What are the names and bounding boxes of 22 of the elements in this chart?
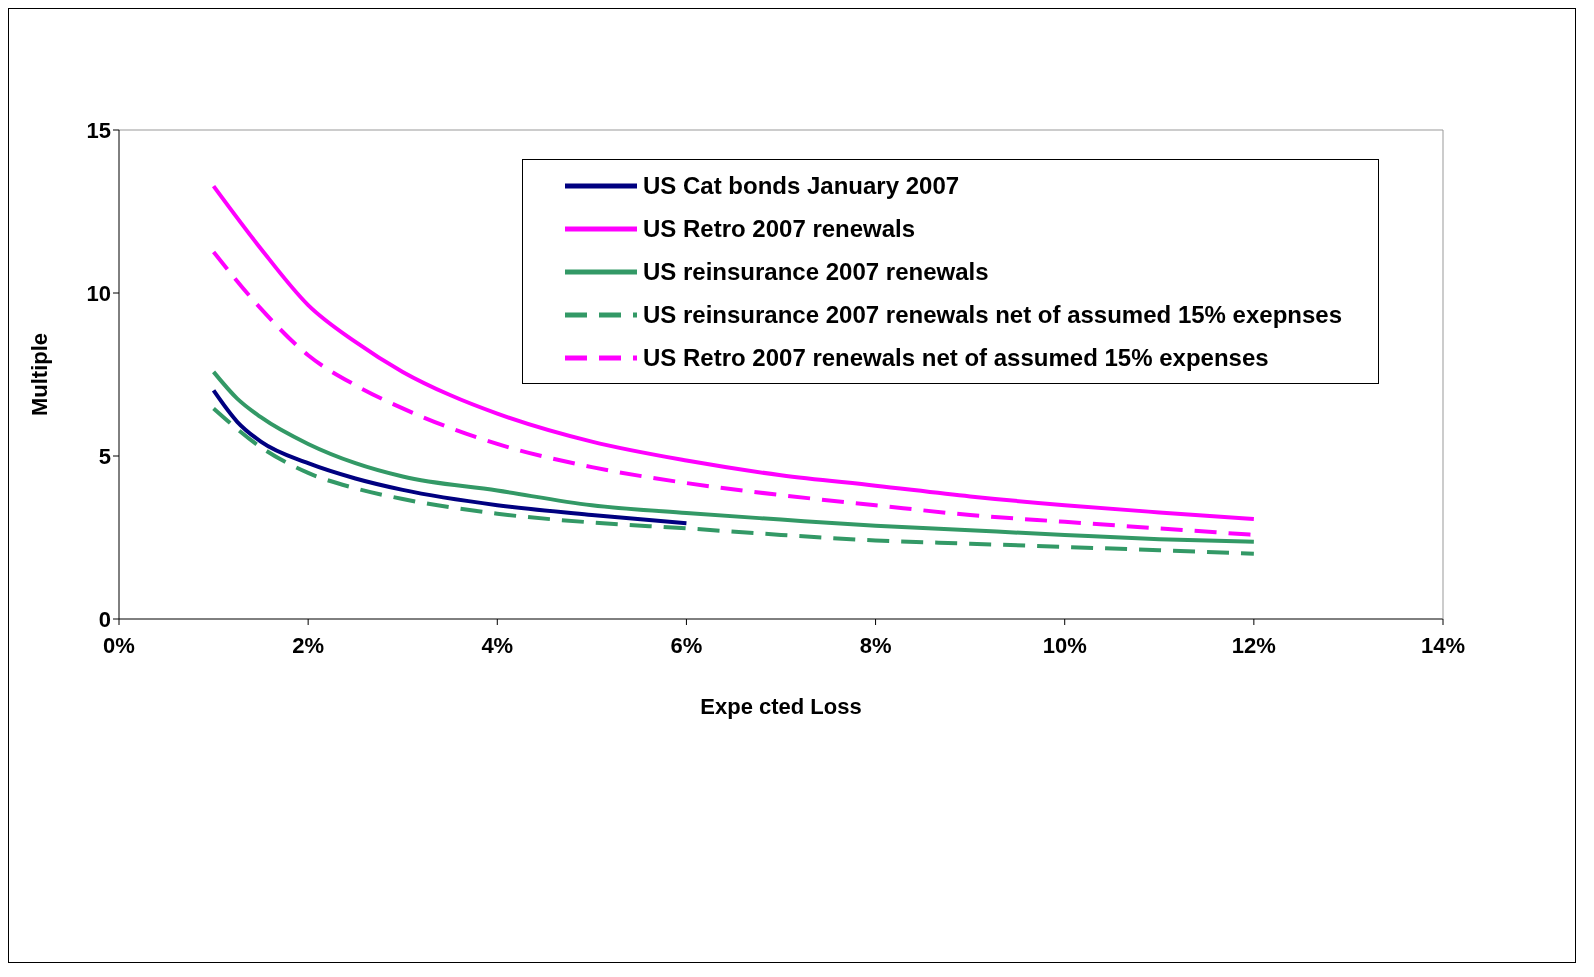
y-tick-label: 0 [98,606,111,632]
legend-label: US reinsurance 2007 renewals [642,257,989,286]
x-tick-label: 12% [1231,632,1276,658]
legend-label: US Cat bonds January 2007 [642,171,960,200]
x-axis-title: Expe cted Loss [700,694,862,719]
y-tick-label: 15 [86,117,111,143]
x-tick-label: 2% [292,632,325,658]
legend-label: US Retro 2007 renewals net of assumed 15% expenses [642,343,1269,372]
line-series [211,369,1256,544]
x-tick-label: 10% [1042,632,1087,658]
y-axis-title: Multiple [26,332,52,417]
y-tick-label: 5 [98,443,111,469]
x-tick-label: 0% [103,632,135,658]
legend-label: US Retro 2007 renewals [642,214,916,243]
y-tick-label: 10 [86,280,111,306]
line-series [211,388,689,526]
x-tick-label: 8% [859,632,892,658]
line-series [211,406,1256,556]
x-tick-label: 4% [481,632,514,658]
x-tick-label: 14% [1420,632,1466,658]
legend-label: US reinsurance 2007 renewals net of assumed 15% exepnses [642,300,1342,329]
x-tick-label: 6% [670,632,703,658]
